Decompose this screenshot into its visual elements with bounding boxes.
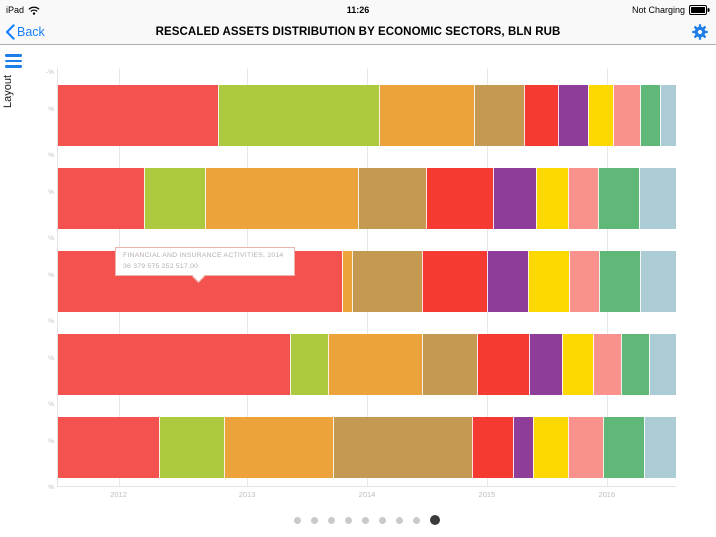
back-chevron-icon <box>5 24 15 40</box>
bar-segment[interactable] <box>523 85 559 146</box>
y-axis-tick-label: -% <box>46 69 54 76</box>
bar-segment[interactable] <box>568 251 599 312</box>
x-axis-tick-label: 2013 <box>238 490 256 499</box>
bar-segment[interactable] <box>648 334 677 395</box>
bar-segment[interactable] <box>58 334 291 395</box>
bar-segment[interactable] <box>472 417 513 478</box>
tooltip-title: FINANCIAL AND INSURANCE ACTIVITIES, 2014 <box>123 252 284 259</box>
bar-segment[interactable] <box>290 334 328 395</box>
bar-segment[interactable] <box>643 417 676 478</box>
bar-segment[interactable] <box>512 417 534 478</box>
page-dot-6[interactable] <box>378 516 386 524</box>
chart-tooltip: FINANCIAL AND INSURANCE ACTIVITIES, 2014… <box>115 247 295 283</box>
stacked-bar-row-2015 <box>58 334 677 395</box>
x-axis-tick-label: 2016 <box>598 490 616 499</box>
x-axis-tick-label: 2012 <box>110 490 127 499</box>
pagination-dots <box>57 513 676 527</box>
bar-segment[interactable] <box>613 85 640 146</box>
bar-segment[interactable] <box>204 168 358 229</box>
bar-segment[interactable] <box>562 334 593 395</box>
y-axis-tick-label: % <box>48 318 54 325</box>
page-dot-1[interactable] <box>293 516 301 524</box>
bar-segment[interactable] <box>599 251 640 312</box>
bar-segment[interactable] <box>58 417 160 478</box>
x-axis-tick-label: 2015 <box>478 490 496 499</box>
bar-segment[interactable] <box>529 334 563 395</box>
bar-segment[interactable] <box>357 168 426 229</box>
menu-button[interactable] <box>5 54 22 68</box>
hamburger-icon <box>5 54 22 57</box>
bar-segment[interactable] <box>660 85 676 146</box>
bar-segment[interactable] <box>558 85 588 146</box>
bar-segment[interactable] <box>333 417 473 478</box>
tooltip-value: 36 379 575 252 517,00 <box>123 262 199 270</box>
battery-status-label: Not Charging <box>631 5 685 15</box>
y-axis-tick-label: % <box>48 484 54 491</box>
bar-segment[interactable] <box>639 251 677 312</box>
page-dot-4[interactable] <box>344 516 352 524</box>
bar-segment[interactable] <box>58 85 219 146</box>
bar-segment[interactable] <box>587 85 614 146</box>
page-dot-3[interactable] <box>327 516 335 524</box>
plot-area: 2012 2013 2014 2015 2016 -%%%%%%%%%%% <box>46 68 677 499</box>
sidebar-layout-tab[interactable]: Layout <box>2 75 14 109</box>
bar-segment[interactable] <box>144 168 205 229</box>
gear-icon <box>692 24 708 44</box>
settings-button[interactable] <box>692 24 708 40</box>
nav-bar: Back RESCALED ASSETS DISTRIBUTION BY ECO… <box>0 20 716 44</box>
page-dot-9[interactable] <box>429 515 440 525</box>
page-dot-5[interactable] <box>361 516 369 524</box>
battery-icon <box>689 5 710 15</box>
bar-segment[interactable] <box>592 334 622 395</box>
bar-segment[interactable] <box>352 251 423 312</box>
page-dot-8[interactable] <box>412 516 420 524</box>
bar-segment[interactable] <box>224 417 334 478</box>
bar-segment[interactable] <box>568 168 599 229</box>
bar-segment[interactable] <box>58 168 145 229</box>
bar-segment[interactable] <box>535 168 569 229</box>
bar-segment[interactable] <box>621 334 649 395</box>
stacked-bar-row-2016 <box>58 417 676 478</box>
bar-segment[interactable] <box>327 334 422 395</box>
y-axis-tick-label: % <box>48 272 54 279</box>
page-dot-7[interactable] <box>395 516 403 524</box>
top-chrome: iPad 11:26 Not Charging <box>0 0 716 45</box>
bar-segment[interactable] <box>341 251 353 312</box>
bar-segment[interactable] <box>487 251 529 312</box>
bar-segment[interactable] <box>603 417 644 478</box>
bar-segment[interactable] <box>568 417 604 478</box>
status-bar: iPad 11:26 Not Charging <box>0 0 716 20</box>
y-axis-tick-label: % <box>48 355 54 362</box>
page-title: RESCALED ASSETS DISTRIBUTION BY ECONOMIC… <box>155 26 561 38</box>
stacked-bar-row-2012 <box>58 85 676 146</box>
page-dot-2[interactable] <box>310 516 318 524</box>
bar-segment[interactable] <box>492 168 536 229</box>
y-axis-tick-label: % <box>48 189 54 196</box>
bar-segment[interactable] <box>639 85 661 146</box>
back-button[interactable]: Back <box>5 20 45 44</box>
device-label: iPad <box>6 5 25 15</box>
y-axis-tick-label: % <box>48 438 54 445</box>
back-button-label: Back <box>17 25 45 39</box>
bar-segment[interactable] <box>159 417 225 478</box>
clock: 11:26 <box>346 5 370 15</box>
y-axis-tick-label: % <box>48 106 54 113</box>
bar-segment[interactable] <box>598 168 640 229</box>
bar-segment[interactable] <box>218 85 380 146</box>
bar-segment[interactable] <box>476 334 530 395</box>
stacked-bar-row-2013 <box>58 168 676 229</box>
x-axis-tick-label: 2014 <box>358 490 376 499</box>
wifi-icon <box>28 6 40 15</box>
bar-segment[interactable] <box>533 417 569 478</box>
bar-segment[interactable] <box>473 85 524 146</box>
bar-segment[interactable] <box>422 251 488 312</box>
bar-segment[interactable] <box>379 85 474 146</box>
bar-segment[interactable] <box>425 168 493 229</box>
bar-segment[interactable] <box>421 334 477 395</box>
y-axis-tick-label: % <box>48 401 54 408</box>
y-axis-tick-label: % <box>48 152 54 159</box>
y-axis-tick-label: % <box>48 235 54 242</box>
bar-segment[interactable] <box>528 251 569 312</box>
bar-segment[interactable] <box>639 168 676 229</box>
